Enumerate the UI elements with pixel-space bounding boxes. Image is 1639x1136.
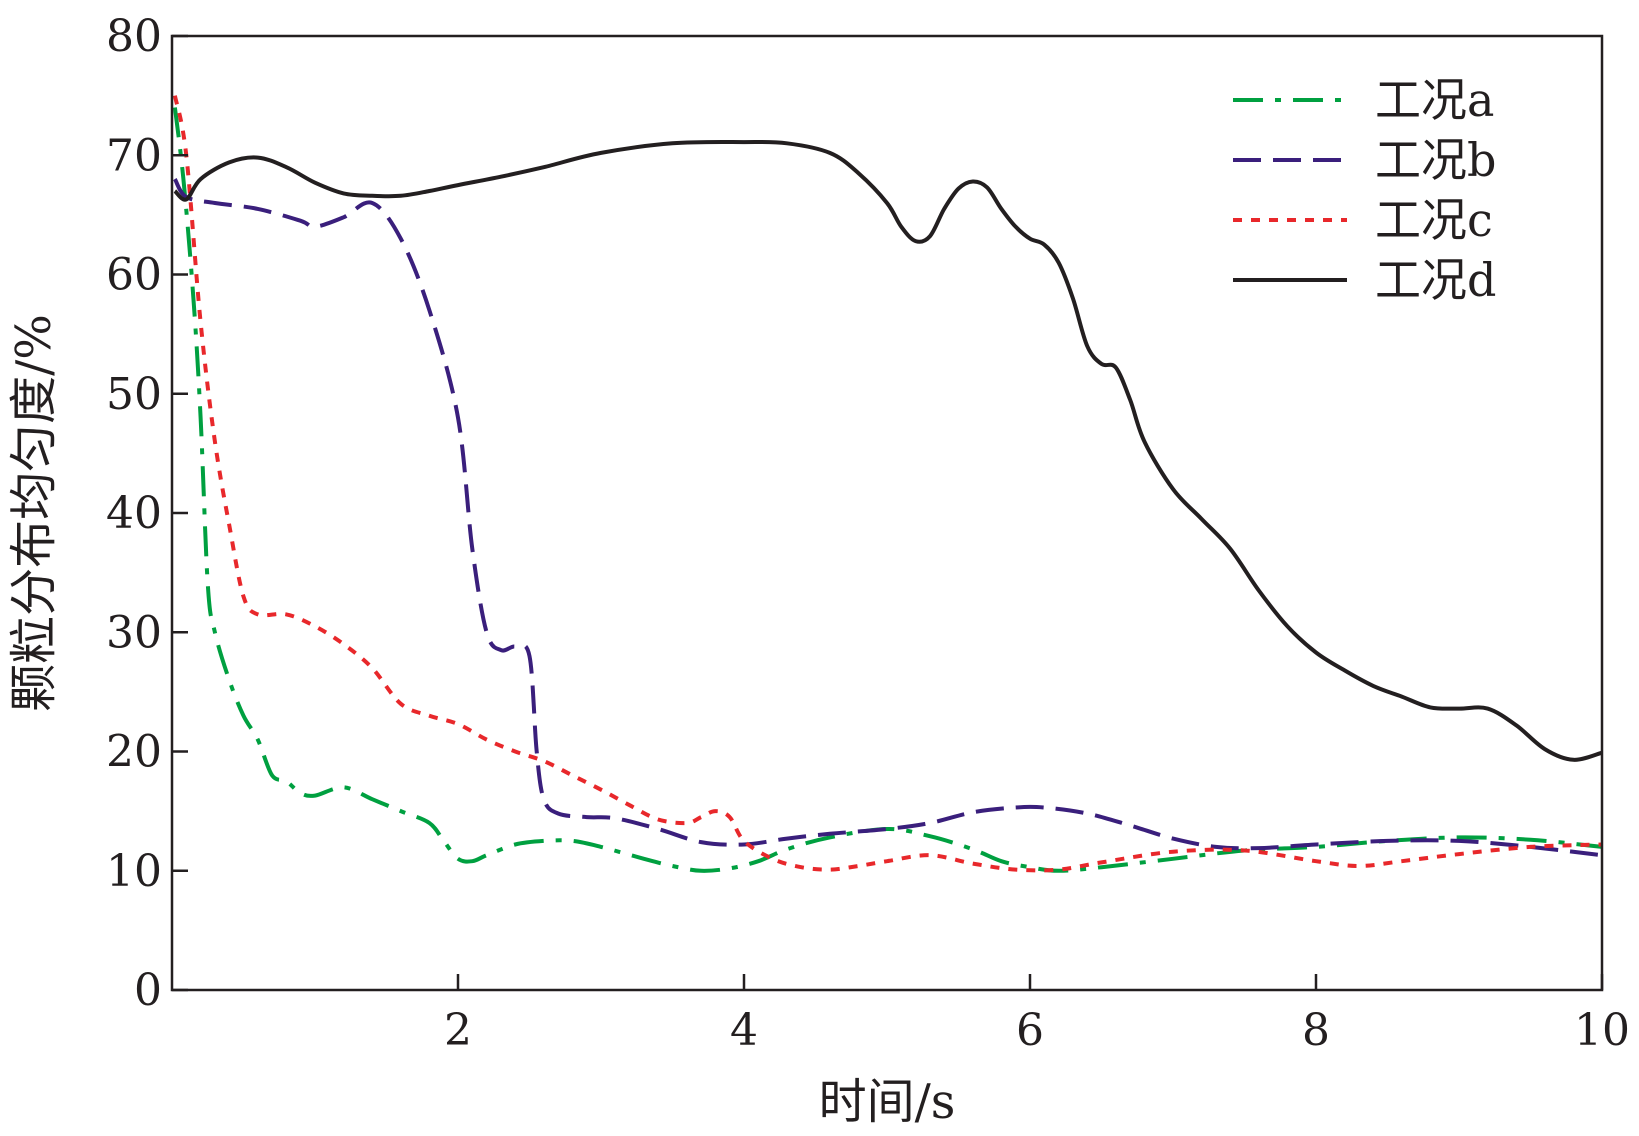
tick-layer: 0 10 20 30 40 50 60 70 80 2 4 6 8 10: [106, 11, 1630, 1056]
y-tick-label: 10: [106, 846, 162, 897]
y-tick-label: 50: [106, 369, 162, 420]
y-tick-label: 70: [106, 130, 162, 181]
x-tick-label: 8: [1302, 1005, 1330, 1056]
legend-label-2: 工况b: [1375, 133, 1496, 187]
y-tick-label: 80: [106, 11, 162, 62]
legend-label-3: 工况c: [1375, 193, 1493, 247]
y-tick-label: 30: [106, 607, 162, 658]
series-line-4: [173, 140, 1603, 762]
x-axis-title: 时间/s: [819, 1074, 956, 1130]
y-axis-title: 颗粒分布均匀度/%: [6, 314, 62, 712]
y-tick-label: 60: [106, 250, 162, 301]
y-tick-label: 20: [106, 727, 162, 778]
series-line-3: [172, 95, 1603, 873]
x-tick-label: 10: [1574, 1005, 1630, 1056]
series-layer: [172, 95, 1603, 873]
y-tick-label: 0: [134, 965, 162, 1016]
x-tick-label: 2: [444, 1005, 472, 1056]
x-tick-label: 6: [1016, 1005, 1044, 1056]
series-line-2: [173, 178, 1603, 858]
legend-label-1: 工况a: [1375, 73, 1494, 127]
y-tick-label: 40: [106, 488, 162, 539]
legend: 工况a 工况b 工况c 工况d: [1233, 73, 1496, 307]
x-tick-label: 4: [730, 1005, 758, 1056]
series-line-1: [172, 107, 1603, 873]
legend-label-4: 工况d: [1375, 253, 1496, 307]
